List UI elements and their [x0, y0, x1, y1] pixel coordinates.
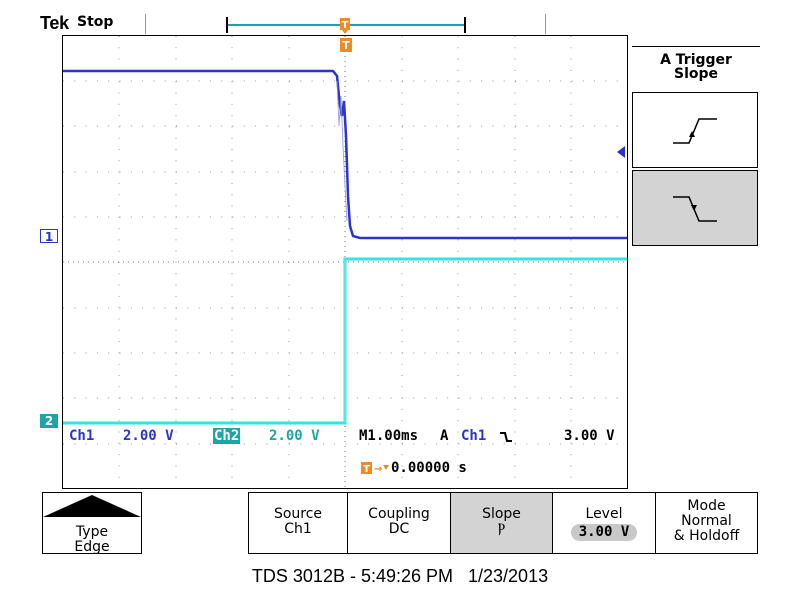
svg-text:T: T [363, 464, 370, 475]
trigger-level: 3.00 V [564, 428, 615, 444]
trigger-mode: A [440, 428, 449, 444]
falling-slope-button[interactable] [632, 170, 758, 246]
run-state: Stop [77, 14, 114, 30]
slope-button[interactable]: Slope Ⲣ [450, 492, 553, 554]
mode-holdoff-button[interactable]: Mode Normal & Holdoff [655, 492, 758, 554]
rising-edge-icon [673, 118, 717, 144]
falling-edge-icon [673, 196, 717, 222]
rising-slope-button[interactable] [632, 92, 758, 168]
ch2-waveform [63, 257, 628, 425]
footer-caption: TDS 3012B - 5:49:26 PM 1/23/2013 [251, 566, 549, 586]
status-bar: Tek Stop T [0, 0, 800, 36]
ch2-ground-marker[interactable]: 2 [40, 414, 58, 428]
svg-text:→: → [374, 464, 382, 475]
ch1-ground-marker[interactable]: 1 [40, 229, 58, 244]
ch1-waveform [63, 69, 628, 240]
divider [145, 14, 146, 34]
level-value: 3.00 V [570, 524, 638, 541]
falling-slope-icon [500, 432, 512, 442]
trigger-source: Ch1 [461, 428, 487, 444]
level-button[interactable]: Level 3.00 V [552, 492, 656, 554]
brand-logo: Tek [40, 13, 69, 33]
ch2-label: Ch2 [213, 428, 241, 444]
waveform-display: Ch1 2.00 V Ch2 2.00 V M1.00ms A Ch1 3.00… [63, 36, 628, 489]
ch1-label: Ch1 [69, 428, 95, 444]
svg-text:T: T [342, 20, 349, 31]
time-scale: M1.00ms [359, 428, 419, 444]
divider [545, 14, 546, 34]
svg-text:T: T [342, 39, 350, 52]
type-button[interactable]: Type Edge [42, 492, 142, 555]
trigger-level-marker-icon [617, 146, 625, 158]
trigger-position-top-icon: T [340, 18, 350, 34]
trigger-position-icon: T [340, 38, 352, 52]
menu-pop-up-icon [43, 495, 141, 517]
coupling-button[interactable]: Coupling DC [347, 492, 451, 554]
trigger-position: 0.00000 s [391, 460, 467, 476]
source-button[interactable]: Source Ch1 [248, 492, 348, 554]
side-menu-title: A Trigger Slope [632, 46, 760, 86]
trigger-offset-icon: T → [361, 462, 389, 475]
ch2-scale: 2.00 V [269, 428, 320, 444]
ch1-scale: 2.00 V [123, 428, 174, 444]
